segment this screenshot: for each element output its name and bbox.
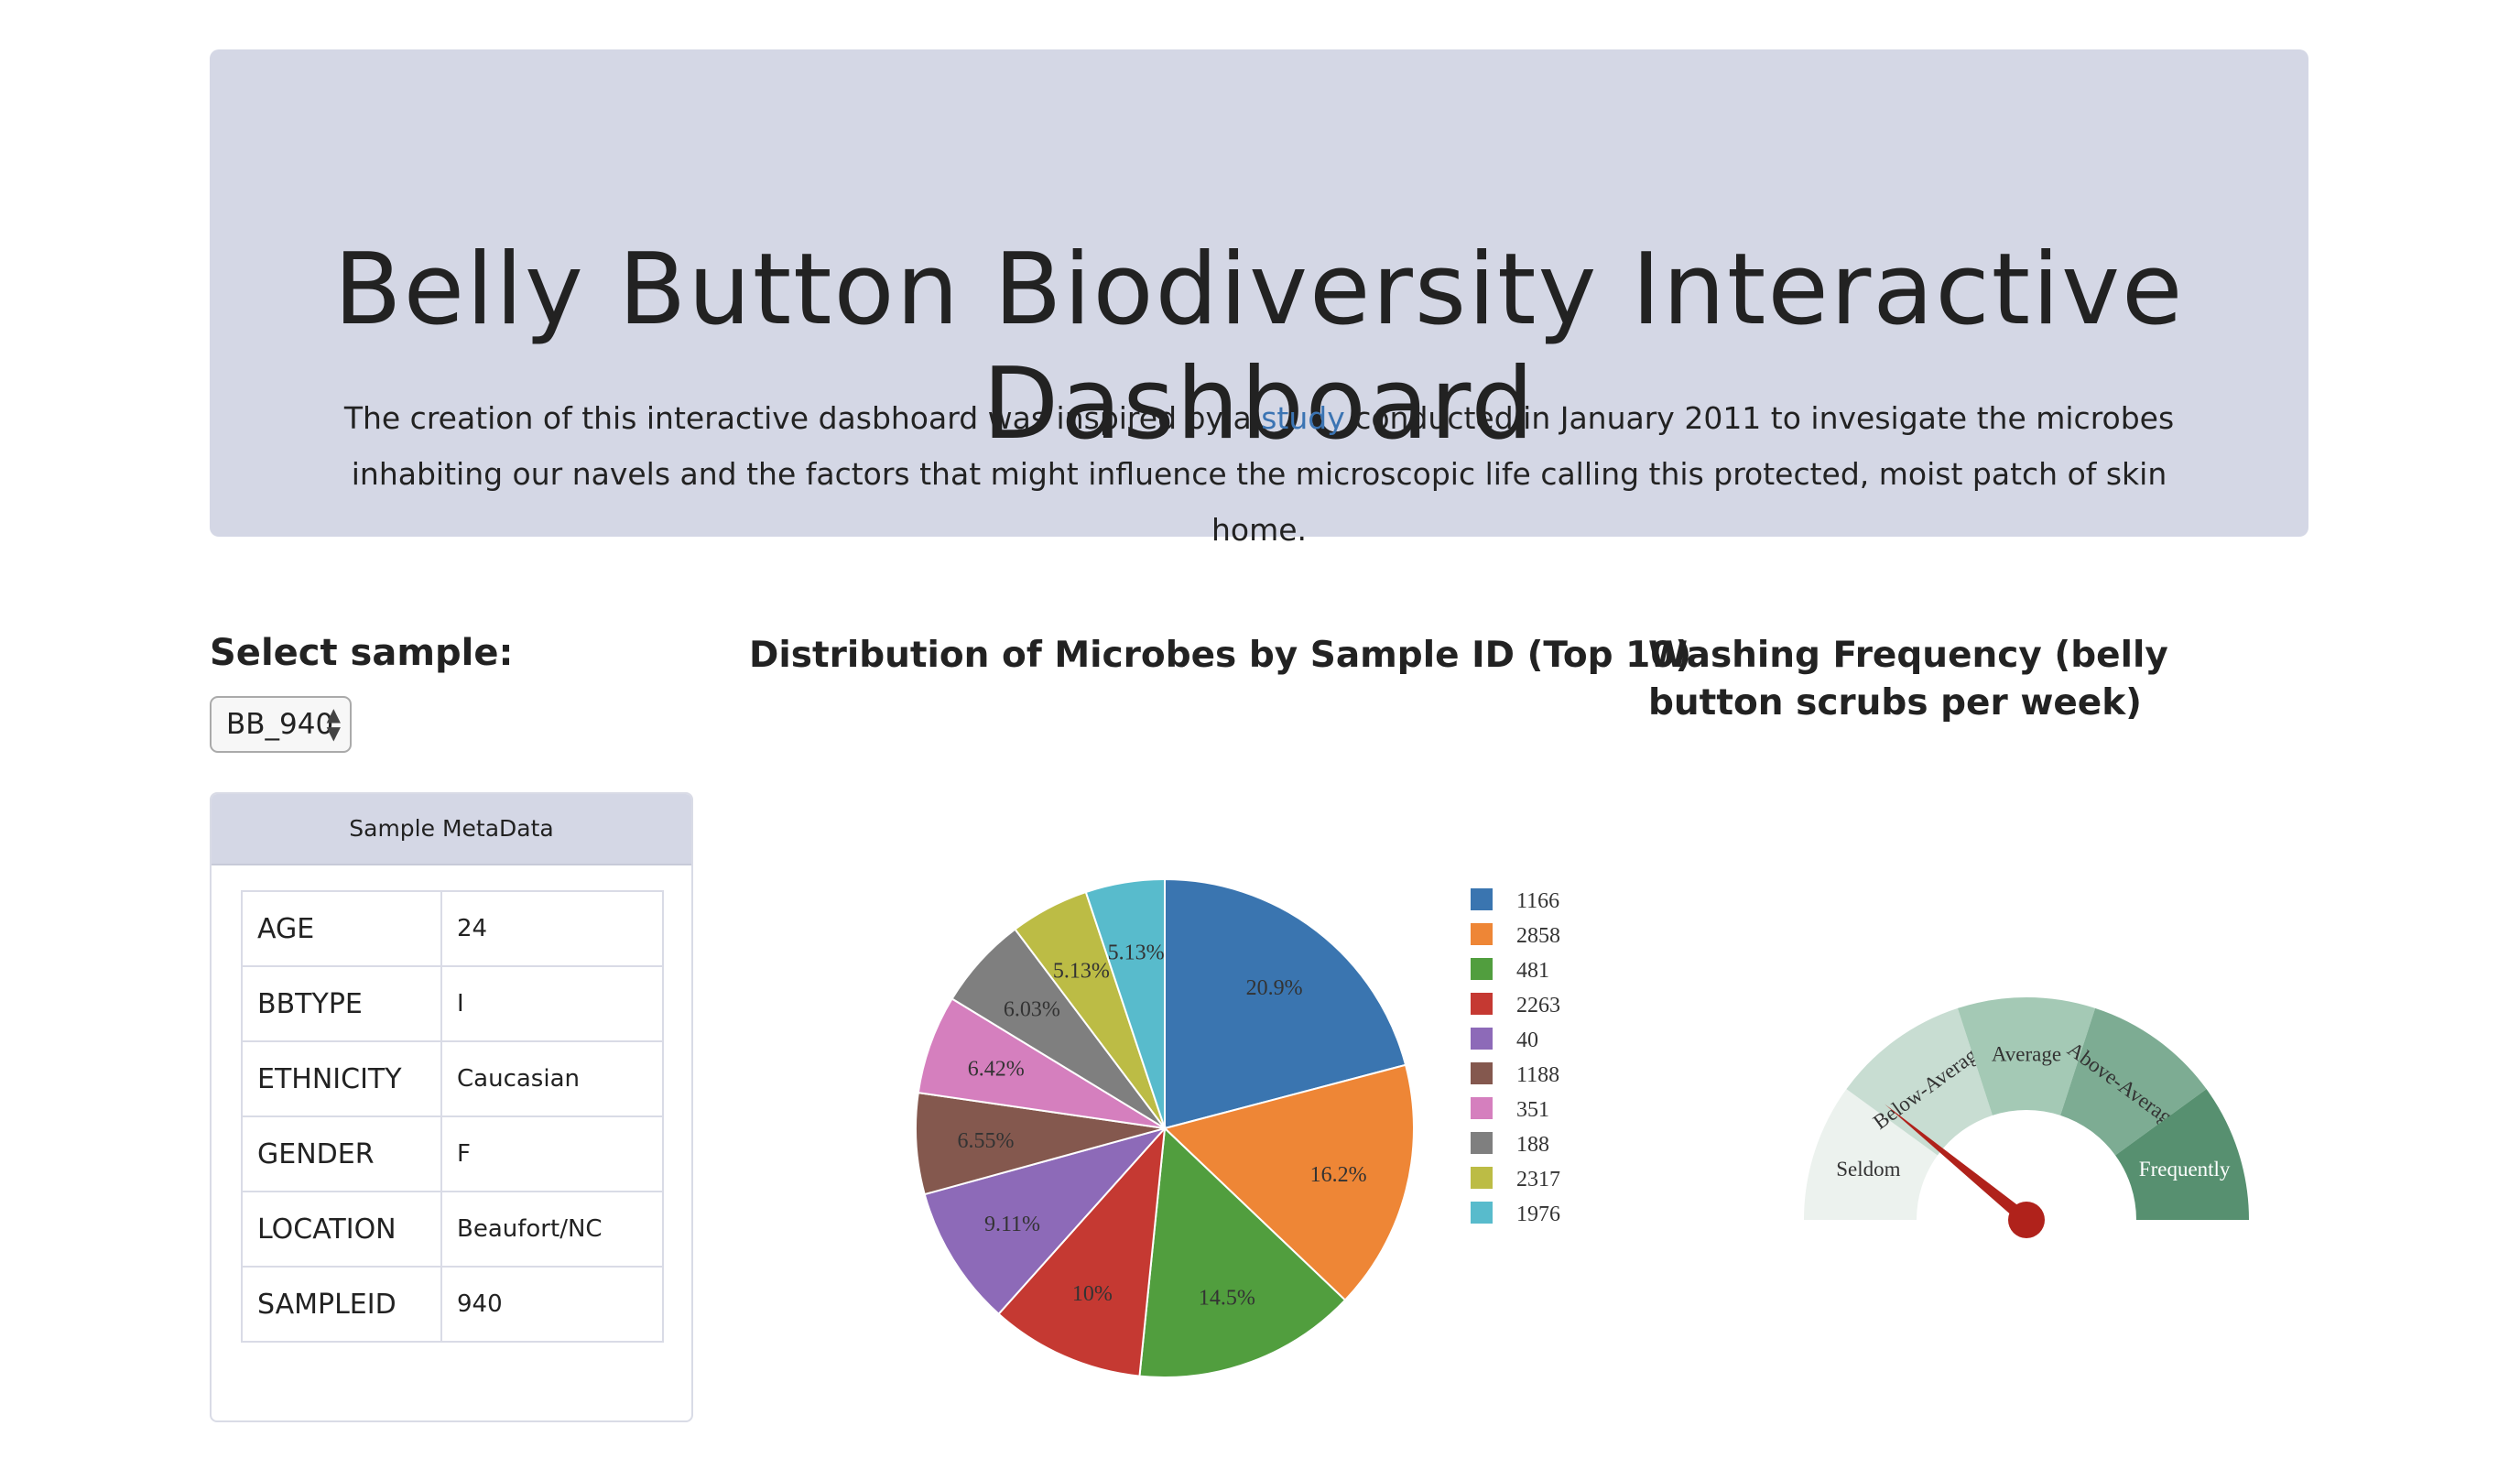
- metadata-panel-title: Sample MetaData: [212, 794, 691, 865]
- metadata-value: 940: [440, 1266, 664, 1343]
- metadata-value: Beaufort/NC: [440, 1191, 664, 1268]
- metadata-row: LOCATION Beaufort/NC: [241, 1191, 664, 1268]
- legend-label[interactable]: 2317: [1516, 1168, 1560, 1192]
- metadata-row: GENDER F: [241, 1115, 664, 1192]
- page-title: Belly Button Biodiversity Interactive Da…: [333, 233, 2185, 462]
- metadata-key: GENDER: [241, 1115, 442, 1192]
- pie-chart-title: Distribution of Microbes by Sample ID (T…: [749, 635, 1692, 676]
- legend-swatch[interactable]: [1471, 1028, 1493, 1050]
- study-link[interactable]: study: [1261, 400, 1345, 436]
- legend-swatch[interactable]: [1471, 1097, 1493, 1119]
- pie-chart: 20.9% 16.2% 14.5% 10% 9.11% 6.55% 6.42% 6.03% 5.…: [915, 877, 1560, 1378]
- intro-text: The creation of this interactive dasbhoa…: [320, 390, 2199, 558]
- legend-label[interactable]: 188: [1516, 1133, 1549, 1157]
- sample-select-value: BB_940: [226, 708, 334, 741]
- legend-swatch[interactable]: [1471, 993, 1493, 1015]
- legend-swatch[interactable]: [1471, 888, 1493, 910]
- legend-label[interactable]: 40: [1516, 1028, 1538, 1052]
- gauge-needle: [1885, 1104, 2031, 1225]
- metadata-key: BBTYPE: [241, 965, 442, 1042]
- pie-slice-40[interactable]: [923, 1126, 1168, 1316]
- gauge-band-frequently[interactable]: [2115, 1089, 2249, 1220]
- gauge-band-average[interactable]: [1957, 997, 2096, 1115]
- pie-slice-1166[interactable]: [1164, 877, 1407, 1130]
- pie-slice-label: 5.13%: [1108, 941, 1165, 965]
- gauge-band-label: Seldom: [1836, 1158, 1900, 1181]
- gauge-needle-hub: [2008, 1202, 2045, 1238]
- pie-slice-label: 16.2%: [1310, 1163, 1367, 1187]
- pie-slice-label: 6.42%: [968, 1058, 1025, 1082]
- select-sample-label: Select sample:: [210, 632, 514, 674]
- metadata-key: SAMPLEID: [241, 1266, 442, 1343]
- legend-label[interactable]: 1166: [1516, 889, 1559, 913]
- metadata-key: AGE: [241, 890, 442, 967]
- legend-swatch[interactable]: [1471, 1062, 1493, 1084]
- pie-slice-1188[interactable]: [915, 1091, 1166, 1196]
- metadata-value: Caucasian: [440, 1040, 664, 1117]
- metadata-row: ETHNICITY Caucasian: [241, 1040, 664, 1117]
- pie-slice-481[interactable]: [1138, 1126, 1347, 1378]
- pie-slice-label: 6.03%: [1004, 997, 1060, 1021]
- pie-slice-1976[interactable]: [1084, 877, 1166, 1129]
- metadata-value: 24: [440, 890, 664, 967]
- gauge-band-above-average[interactable]: [2060, 1007, 2207, 1156]
- pie-slice-label: 14.5%: [1199, 1287, 1255, 1311]
- select-arrows-icon: ▲ ▼: [326, 703, 341, 744]
- legend-label[interactable]: 481: [1516, 959, 1549, 983]
- legend-swatch[interactable]: [1471, 923, 1493, 945]
- header-banner: Belly Button Biodiversity Interactive Da…: [210, 49, 2308, 548]
- legend-label[interactable]: 2263: [1516, 994, 1560, 1018]
- metadata-row: AGE 24: [241, 890, 664, 967]
- legend-label[interactable]: 1188: [1516, 1063, 1559, 1087]
- metadata-row: SAMPLEID 940: [241, 1266, 664, 1343]
- legend-label[interactable]: 1976: [1516, 1202, 1560, 1226]
- pie-slice-2858[interactable]: [1163, 1063, 1415, 1301]
- legend-label[interactable]: 351: [1516, 1098, 1549, 1122]
- pie-slice-label: 20.9%: [1246, 976, 1303, 1000]
- gauge-band-below-average[interactable]: [1846, 1007, 1993, 1156]
- pie-slice-label: 10%: [1072, 1282, 1113, 1306]
- metadata-value: I: [440, 965, 664, 1042]
- metadata-table: AGE 24 BBTYPE I ETHNICITY Caucasian GENDER F LOC…: [241, 890, 664, 1343]
- pie-slice-2263[interactable]: [997, 1126, 1167, 1377]
- intro-text-before: The creation of this interactive dasbhoa…: [343, 400, 1262, 436]
- pie-slice-label: 5.13%: [1053, 960, 1110, 984]
- legend-swatch[interactable]: [1471, 1132, 1493, 1154]
- metadata-value: F: [440, 1115, 664, 1192]
- intro-text-after: conducted in January 2011 to invesigate …: [351, 400, 2175, 548]
- pie-slice-label: 6.55%: [958, 1129, 1015, 1153]
- metadata-row: BBTYPE I: [241, 965, 664, 1042]
- legend-swatch[interactable]: [1471, 1167, 1493, 1189]
- gauge-band-seldom[interactable]: [1804, 1089, 1938, 1220]
- pie-slice-label: 9.11%: [984, 1213, 1040, 1236]
- gauge-band-label: Average: [1992, 1043, 2061, 1066]
- metadata-key: ETHNICITY: [241, 1040, 442, 1117]
- metadata-key: LOCATION: [241, 1191, 442, 1268]
- gauge-band-label: Frequently: [2139, 1158, 2231, 1181]
- metadata-panel: Sample MetaData AGE 24 BBTYPE I ETHNICITY Cau…: [210, 792, 693, 1422]
- legend-label[interactable]: 2858: [1516, 924, 1560, 948]
- gauge-chart-title: Washing Frequency (belly button scrubs p…: [1648, 635, 2168, 724]
- legend-swatch[interactable]: [1471, 1202, 1493, 1224]
- sample-select[interactable]: BB_940 ▲ ▼: [210, 696, 352, 753]
- legend-swatch[interactable]: [1471, 958, 1493, 980]
